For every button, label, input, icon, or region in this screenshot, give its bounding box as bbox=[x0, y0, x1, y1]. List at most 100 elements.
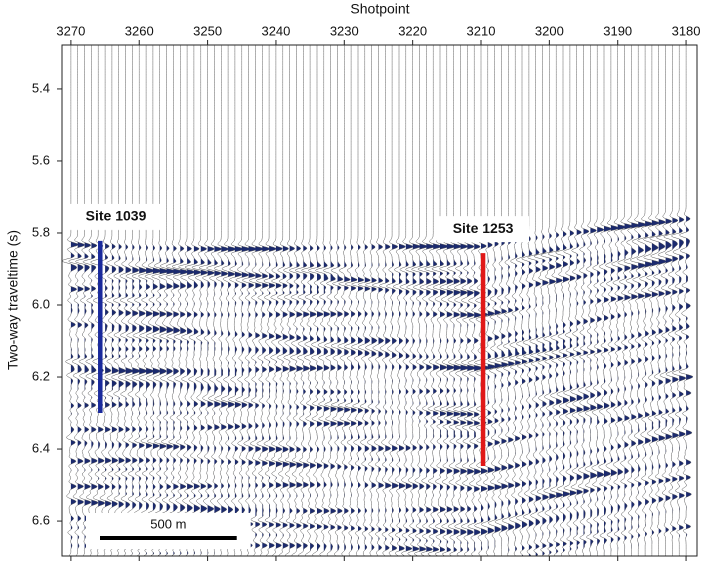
scale-bar-label: 500 m bbox=[150, 516, 186, 531]
y-tick-label: 6.4 bbox=[32, 440, 50, 455]
trace-fill bbox=[569, 45, 577, 556]
trace-wiggle bbox=[399, 45, 414, 556]
trace-wiggle bbox=[307, 45, 324, 556]
x-tick-label: 3260 bbox=[125, 23, 154, 38]
trace-fill bbox=[173, 45, 182, 556]
trace-fill bbox=[111, 45, 119, 556]
trace-wiggle bbox=[165, 45, 183, 556]
trace-wiggle bbox=[605, 45, 620, 556]
y-tick-label: 6.2 bbox=[32, 368, 50, 383]
trace-wiggle bbox=[242, 45, 258, 556]
trace-fill bbox=[638, 45, 647, 556]
trace-wiggle bbox=[555, 45, 571, 556]
trace-fill bbox=[487, 45, 496, 556]
trace-fill bbox=[187, 45, 195, 556]
trace-wiggle bbox=[283, 45, 297, 556]
trace-fill bbox=[228, 45, 237, 556]
trace-wiggle bbox=[235, 45, 251, 556]
trace-wiggle bbox=[221, 45, 237, 556]
trace-wiggle bbox=[75, 45, 92, 556]
trace-wiggle bbox=[191, 45, 209, 556]
trace-wiggle bbox=[649, 45, 667, 556]
trace-fill bbox=[207, 45, 215, 556]
trace-wiggle bbox=[117, 45, 134, 556]
trace-wiggle bbox=[460, 45, 476, 556]
trace-wiggle bbox=[158, 45, 176, 556]
trace-wiggle bbox=[453, 45, 470, 556]
trace-wiggle bbox=[577, 45, 590, 556]
trace-fill bbox=[193, 45, 201, 556]
trace-wiggle bbox=[138, 45, 155, 556]
trace-wiggle bbox=[591, 45, 605, 556]
trace-fill bbox=[610, 45, 619, 556]
trace-wiggle bbox=[124, 45, 141, 556]
site-label-box bbox=[70, 203, 162, 230]
trace-fill bbox=[98, 45, 105, 556]
trace-wiggle bbox=[131, 45, 148, 556]
trace-fill bbox=[125, 45, 133, 556]
trace-wiggle bbox=[405, 45, 421, 556]
trace-fill bbox=[624, 45, 633, 556]
trace-wiggle bbox=[630, 45, 647, 556]
trace-fill bbox=[563, 45, 570, 556]
site-label-box bbox=[437, 216, 530, 243]
trace-wiggle bbox=[467, 45, 483, 556]
trace-wiggle bbox=[213, 45, 230, 556]
trace-wiggle bbox=[636, 45, 654, 556]
site-label: Site 1253 bbox=[453, 220, 514, 236]
trace-wiggle bbox=[494, 45, 509, 556]
x-tick-label: 3250 bbox=[193, 23, 222, 38]
trace-wiggle bbox=[487, 45, 503, 556]
trace-wiggle bbox=[276, 45, 290, 556]
trace-wiggle bbox=[521, 45, 534, 556]
trace-wiggle bbox=[515, 45, 528, 556]
trace-fill bbox=[494, 45, 503, 556]
trace-wiggle bbox=[372, 45, 384, 556]
x-tick-label: 3230 bbox=[330, 23, 359, 38]
y-axis-title: Two-way traveltime (s) bbox=[5, 230, 21, 370]
trace-wiggle bbox=[151, 45, 170, 556]
trace-fill bbox=[84, 45, 91, 556]
trace-fill bbox=[70, 45, 79, 556]
y-tick-label: 6.6 bbox=[32, 513, 50, 528]
trace-wiggle bbox=[301, 45, 317, 556]
trace-wiggle bbox=[144, 45, 162, 556]
trace-wiggle bbox=[671, 45, 686, 556]
trace-wiggle bbox=[315, 45, 330, 556]
trace-wiggle bbox=[570, 45, 583, 556]
trace-wiggle bbox=[678, 45, 694, 556]
trace-wiggle bbox=[294, 45, 311, 556]
trace-wiggle bbox=[61, 45, 79, 556]
trace-wiggle bbox=[508, 45, 522, 556]
trace-wiggle bbox=[330, 45, 344, 556]
trace-fill bbox=[91, 45, 98, 556]
trace-fill bbox=[501, 45, 509, 556]
site-label: Site 1039 bbox=[86, 208, 147, 224]
x-tick-label: 3270 bbox=[56, 23, 85, 38]
trace-wiggle bbox=[584, 45, 598, 556]
trace-fill bbox=[132, 45, 140, 556]
trace-wiggle bbox=[256, 45, 271, 556]
trace-wiggle bbox=[90, 45, 106, 556]
trace-fill bbox=[200, 45, 208, 556]
trace-wiggle bbox=[344, 45, 358, 556]
x-tick-label: 3220 bbox=[398, 23, 427, 38]
trace-wiggle bbox=[379, 45, 392, 556]
x-tick-label: 3200 bbox=[535, 23, 564, 38]
trace-wiggle bbox=[337, 45, 351, 556]
trace-wiggle bbox=[104, 45, 119, 556]
trace-fill bbox=[221, 45, 229, 556]
trace-wiggle bbox=[424, 45, 442, 556]
trace-wiggle bbox=[540, 45, 557, 556]
trace-wiggle bbox=[474, 45, 490, 556]
trace-wiggle bbox=[663, 45, 680, 556]
trace-wiggle bbox=[431, 45, 449, 556]
trace-fill bbox=[105, 45, 112, 556]
trace-wiggle bbox=[322, 45, 337, 556]
trace-wiggle bbox=[446, 45, 462, 556]
y-tick-label: 6.0 bbox=[32, 296, 50, 311]
trace-wiggle bbox=[172, 45, 189, 556]
plot-frame bbox=[61, 44, 698, 557]
trace-wiggle bbox=[358, 45, 371, 556]
